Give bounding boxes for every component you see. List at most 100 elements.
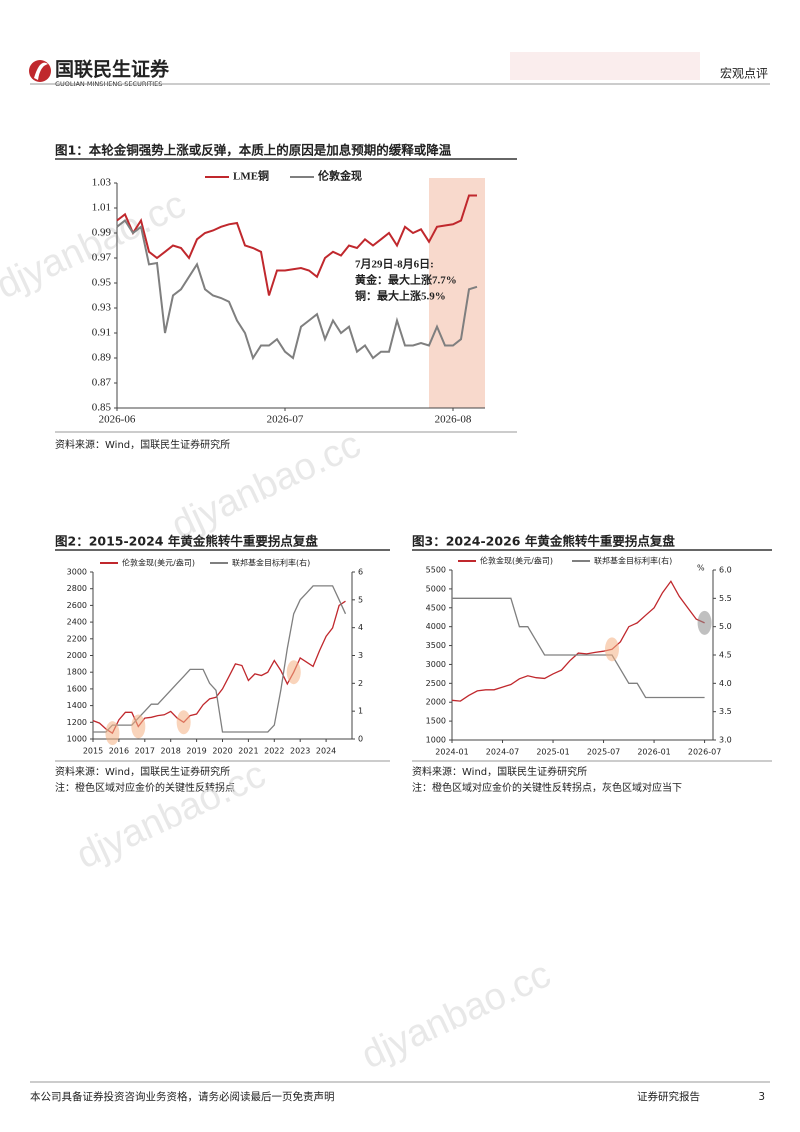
x-tick-label: 2026-07 — [267, 414, 304, 426]
legend-label: LME铜 — [233, 169, 269, 183]
highlight — [176, 710, 191, 735]
y2-tick-label: 4 — [358, 623, 363, 632]
y-tick-label: 0.89 — [92, 352, 112, 364]
logo-mark — [34, 62, 48, 80]
x-tick-label: 2026-08 — [435, 414, 472, 426]
x-tick-label: 2015 — [83, 747, 103, 756]
y-tick-label: 3500 — [426, 641, 446, 650]
legend-label: 伦敦金现(美元/盎司) — [122, 558, 195, 568]
y-tick-label: 1000 — [426, 736, 446, 745]
brand: 国联民生证券 — [55, 58, 170, 81]
y2-tick-label: 3.5 — [719, 707, 732, 716]
x-tick-label: 2026-06 — [99, 414, 136, 426]
y2-tick-label: 3.0 — [719, 736, 732, 745]
report-type: 证券研究报告 — [637, 1090, 700, 1103]
y-tick-label: 3000 — [426, 660, 446, 669]
source: 资料来源：Wind，国联民生证券研究所 — [55, 438, 230, 451]
series-line — [93, 585, 347, 733]
x-tick-label: 2026-07 — [688, 748, 721, 757]
x-tick-label: 2024 — [316, 747, 336, 756]
source: 资料来源：Wind，国联民生证券研究所 — [412, 765, 587, 778]
source: 资料来源：Wind，国联民生证券研究所 — [55, 765, 230, 778]
y-tick-label: 2800 — [67, 584, 87, 593]
x-tick-label: 2025-01 — [536, 748, 569, 757]
y-tick-label: 2200 — [67, 634, 87, 643]
y-tick-label: 0.99 — [92, 227, 112, 239]
x-tick-label: 2024-01 — [435, 748, 468, 757]
series-line — [116, 219, 478, 361]
shade — [429, 178, 485, 408]
disclaimer: 本公司具备证券投资咨询业务资格，请务必阅读最后一页免责声明 — [30, 1090, 335, 1103]
y-tick-label: 0.87 — [92, 377, 112, 389]
highlight — [697, 610, 712, 635]
highlight — [286, 660, 301, 685]
highlight — [131, 714, 146, 739]
y-tick-label: 0.97 — [92, 252, 112, 264]
series-line — [452, 597, 705, 699]
y2-tick-label: 6 — [358, 568, 363, 577]
annotation: 7月29日-8月6日: — [355, 258, 434, 271]
y-tick-label: 2000 — [426, 698, 446, 707]
x-tick-label: 2016 — [109, 747, 129, 756]
legend-label: 伦敦金现 — [318, 169, 362, 183]
y-tick-label: 1600 — [67, 684, 87, 693]
y-tick-label: 2400 — [67, 618, 87, 627]
y-tick-label: 0.85 — [92, 402, 112, 414]
x-tick-label: 2023 — [290, 747, 310, 756]
y2-tick-label: 3 — [358, 651, 363, 660]
y-tick-label: 2600 — [67, 601, 87, 610]
annotation: 铜：最大上涨5.9% — [354, 289, 446, 303]
x-tick-label: 2019 — [186, 747, 206, 756]
section: 宏观点评 — [720, 66, 768, 81]
y-tick-label: 1400 — [67, 701, 87, 710]
y2-axis-label: % — [697, 564, 705, 573]
y-tick-label: 4500 — [426, 603, 446, 612]
y2-tick-label: 5.5 — [719, 594, 732, 603]
x-tick-label: 2018 — [161, 747, 181, 756]
y-tick-label: 2000 — [67, 651, 87, 660]
x-tick-label: 2020 — [212, 747, 232, 756]
y-tick-label: 1500 — [426, 717, 446, 726]
y2-tick-label: 4.0 — [719, 679, 732, 688]
x-tick-label: 2024-07 — [486, 748, 519, 757]
legend-label: 联邦基金目标利率(右) — [232, 558, 310, 568]
y2-tick-label: 0 — [358, 735, 363, 744]
y-tick-label: 5500 — [426, 566, 446, 575]
y-tick-label: 1.03 — [92, 177, 112, 189]
y-tick-label: 1000 — [67, 735, 87, 744]
y2-tick-label: 4.5 — [719, 651, 732, 660]
y2-tick-label: 5 — [358, 595, 363, 604]
legend-label: 伦敦金现(美元/盎司) — [480, 556, 553, 566]
series-line — [451, 580, 705, 702]
highlight — [604, 637, 619, 662]
legend-label: 联邦基金目标利率(右) — [594, 556, 672, 566]
y-tick-label: 0.91 — [92, 327, 111, 339]
y2-tick-label: 1 — [358, 707, 363, 716]
page-number: 3 — [758, 1091, 765, 1103]
highlight — [105, 721, 120, 746]
y-tick-label: 1800 — [67, 668, 87, 677]
series-line — [116, 194, 477, 296]
annotation: 黄金：最大上涨7.7% — [355, 273, 457, 287]
skyline — [510, 52, 700, 80]
figure-title: 图2：2015-2024 年黄金熊转牛重要拐点复盘 — [55, 534, 318, 549]
y-tick-label: 0.93 — [92, 302, 112, 314]
y2-tick-label: 2 — [358, 679, 363, 688]
y-tick-label: 4000 — [426, 622, 446, 631]
figure-title: 图1：本轮金铜强势上涨或反弹，本质上的原因是加息预期的缓释或降温 — [55, 143, 452, 158]
x-tick-label: 2017 — [135, 747, 155, 756]
figure-title: 图3：2024-2026 年黄金熊转牛重要拐点复盘 — [412, 534, 675, 549]
x-tick-label: 2021 — [238, 747, 258, 756]
y2-tick-label: 5.0 — [719, 622, 732, 631]
y-tick-label: 5000 — [426, 584, 446, 593]
y-tick-label: 3000 — [67, 568, 87, 577]
y-tick-label: 1.01 — [92, 202, 111, 214]
x-tick-label: 2025-07 — [587, 748, 620, 757]
note: 注：橙色区域对应金价的关键性反转拐点 — [55, 781, 235, 794]
x-tick-label: 2022 — [264, 747, 284, 756]
y-tick-label: 0.95 — [92, 277, 112, 289]
note: 注：橙色区域对应金价的关键性反转拐点，灰色区域对应当下 — [412, 781, 682, 794]
x-tick-label: 2026-01 — [637, 748, 670, 757]
